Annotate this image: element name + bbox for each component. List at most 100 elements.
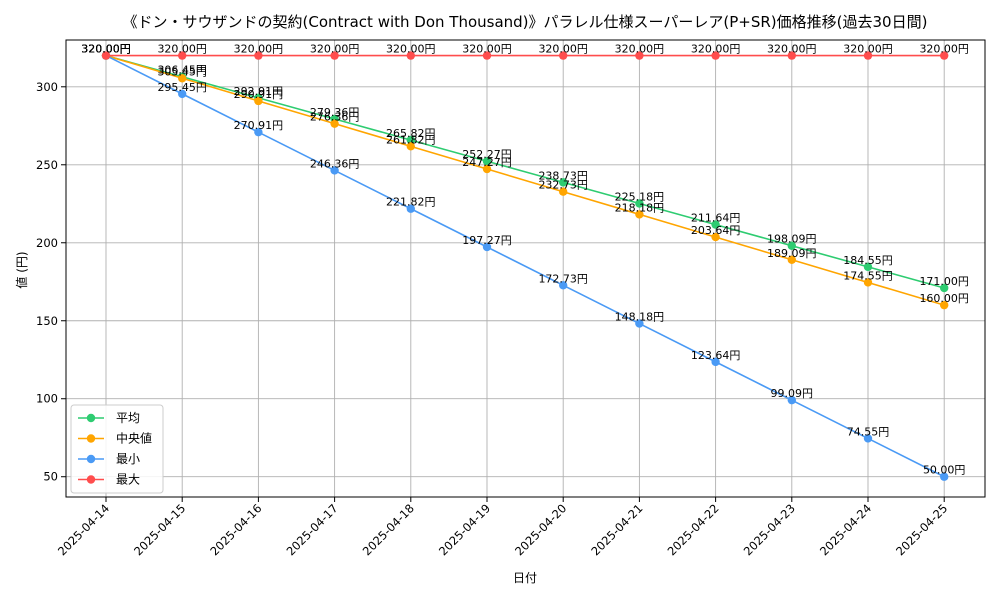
data-label: 320.00円: [919, 43, 969, 56]
x-tick-label: 2025-04-21: [588, 501, 645, 558]
data-label: 99.09円: [771, 387, 814, 400]
data-point: [330, 119, 339, 128]
data-point: [940, 283, 949, 293]
data-label: 50.00円: [923, 464, 966, 477]
data-label: 171.00円: [919, 275, 969, 288]
data-point: [863, 262, 873, 272]
data-label: 246.36円: [310, 157, 360, 170]
data-label: 232.73円: [538, 179, 588, 192]
data-point: [330, 166, 339, 175]
data-label: 320.00円: [81, 43, 131, 56]
series-line-0: [105, 54, 945, 289]
y-tick-label: 150: [36, 314, 58, 328]
data-label: 247.27円: [462, 156, 512, 169]
data-point: [406, 135, 415, 145]
series-line-2: [105, 54, 945, 478]
data-point: [559, 178, 568, 187]
data-label: 211.64円: [691, 212, 741, 225]
data-point: [940, 300, 949, 310]
data-label: 320.00円: [843, 43, 893, 56]
x-axis-label: 日付: [513, 571, 537, 585]
data-point: [406, 204, 415, 213]
x-tick-label: 2025-04-16: [207, 501, 264, 558]
x-tick-label: 2025-04-23: [741, 501, 798, 558]
data-label: 218.18円: [615, 201, 665, 214]
plot-frame: [65, 39, 986, 498]
data-point: [863, 51, 873, 60]
data-label: 221.82円: [386, 196, 436, 209]
y-tick-label: 100: [36, 392, 58, 406]
data-point: [863, 434, 873, 443]
data-point: [482, 51, 492, 60]
data-label: 306.45円: [157, 64, 207, 77]
data-point: [863, 278, 873, 287]
data-point: [101, 51, 111, 60]
data-label: 320.00円: [615, 43, 665, 56]
data-label: 320.00円: [157, 43, 207, 56]
data-label: 261.82円: [386, 133, 436, 146]
axis-layer: 2025-04-14 2025-04-15 2025-04-16 2025-04-17…: [36, 39, 986, 558]
data-point: [940, 51, 949, 60]
data-point: [406, 51, 415, 60]
data-point: [254, 127, 263, 137]
data-point: [711, 232, 720, 242]
x-tick-label: 2025-04-25: [893, 501, 950, 558]
legend-box: [70, 404, 164, 494]
data-point: [482, 242, 492, 252]
data-label: 148.18円: [615, 311, 665, 324]
x-tick-label: 2025-04-19: [436, 501, 493, 558]
data-label: 197.27円: [462, 234, 512, 247]
y-tick-label: 300: [36, 80, 58, 94]
y-tick-label: 50: [43, 470, 58, 484]
data-label-layer: 320.00円 306.45円 292.91円 279.36円 265.82円 252.2…: [81, 43, 969, 477]
data-point: [711, 51, 720, 60]
grid-layer: [66, 40, 985, 497]
data-label: 320.00円: [386, 43, 436, 56]
legend-marker: [86, 434, 96, 443]
legend-marker: [86, 475, 96, 484]
data-point: [178, 51, 187, 60]
x-tick-label: 2025-04-15: [131, 501, 188, 558]
data-label: 184.55円: [843, 254, 893, 267]
y-tick-label: 200: [36, 236, 58, 250]
data-point: [254, 51, 263, 60]
data-label: 305.45円: [157, 65, 207, 78]
data-point: [635, 51, 644, 60]
data-point: [940, 472, 949, 481]
data-label: 172.73円: [538, 272, 588, 285]
data-point: [559, 281, 568, 290]
x-tick-label: 2025-04-24: [817, 501, 874, 558]
data-label: 123.64円: [691, 349, 741, 362]
data-point: [178, 74, 187, 83]
data-label: 74.55円: [847, 425, 890, 438]
data-point: [482, 157, 492, 166]
data-label: 320.00円: [81, 43, 131, 56]
legend-label: 最大: [116, 473, 140, 487]
chart-title: 《ドン・サウザンドの契約(Contract with Don Thousand)…: [123, 13, 928, 31]
data-label: 320.00円: [767, 43, 817, 56]
data-point: [711, 357, 720, 367]
data-label: 252.27円: [462, 148, 512, 161]
data-label: 270.91円: [234, 119, 284, 132]
data-label: 225.18円: [615, 190, 665, 203]
x-tick-label: 2025-04-14: [55, 501, 112, 558]
data-point: [254, 96, 263, 106]
data-point: [635, 319, 644, 328]
data-label: 320.00円: [81, 43, 131, 56]
data-label: 320.00円: [81, 43, 131, 56]
series-line-1: [105, 54, 945, 306]
data-label: 174.55円: [843, 269, 893, 282]
data-point: [482, 164, 492, 174]
data-label: 320.00円: [310, 43, 360, 56]
legend-label: 平均: [116, 411, 140, 425]
data-label: 198.09円: [767, 233, 817, 246]
x-tick-label: 2025-04-22: [665, 501, 722, 558]
x-tick-label: 2025-04-17: [284, 501, 341, 558]
legend-label: 最小: [116, 452, 140, 466]
data-label: 320.00円: [538, 43, 588, 56]
data-label: 320.00円: [234, 43, 284, 56]
data-point: [559, 51, 568, 60]
data-label: 276.36円: [310, 111, 360, 124]
